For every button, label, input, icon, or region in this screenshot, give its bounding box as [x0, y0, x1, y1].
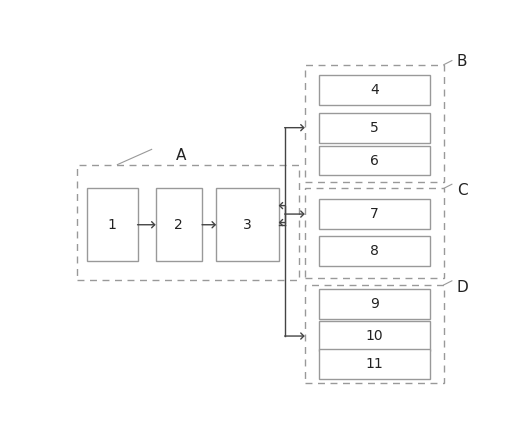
Bar — [319, 199, 430, 229]
Bar — [155, 188, 202, 261]
Text: C: C — [457, 183, 467, 198]
Text: 11: 11 — [366, 357, 383, 371]
Bar — [319, 349, 430, 379]
Bar — [319, 146, 430, 176]
Bar — [319, 321, 430, 351]
Bar — [319, 113, 430, 143]
Text: 1: 1 — [108, 218, 117, 232]
Bar — [77, 165, 298, 280]
Bar — [305, 188, 444, 278]
Bar — [319, 236, 430, 266]
Bar — [216, 188, 279, 261]
Text: B: B — [457, 55, 467, 70]
Text: A: A — [176, 148, 186, 163]
Bar — [319, 76, 430, 105]
Text: 2: 2 — [175, 218, 183, 232]
Bar — [87, 188, 137, 261]
Text: 3: 3 — [243, 218, 252, 232]
Text: 6: 6 — [370, 154, 379, 168]
Text: 7: 7 — [370, 207, 379, 221]
Text: 9: 9 — [370, 297, 379, 311]
Text: 4: 4 — [370, 84, 379, 97]
Text: 5: 5 — [370, 121, 379, 135]
Text: D: D — [457, 280, 469, 295]
Text: 10: 10 — [366, 329, 383, 343]
Bar — [305, 285, 444, 383]
Bar — [305, 65, 444, 182]
Text: 8: 8 — [370, 244, 379, 258]
Bar — [319, 289, 430, 319]
